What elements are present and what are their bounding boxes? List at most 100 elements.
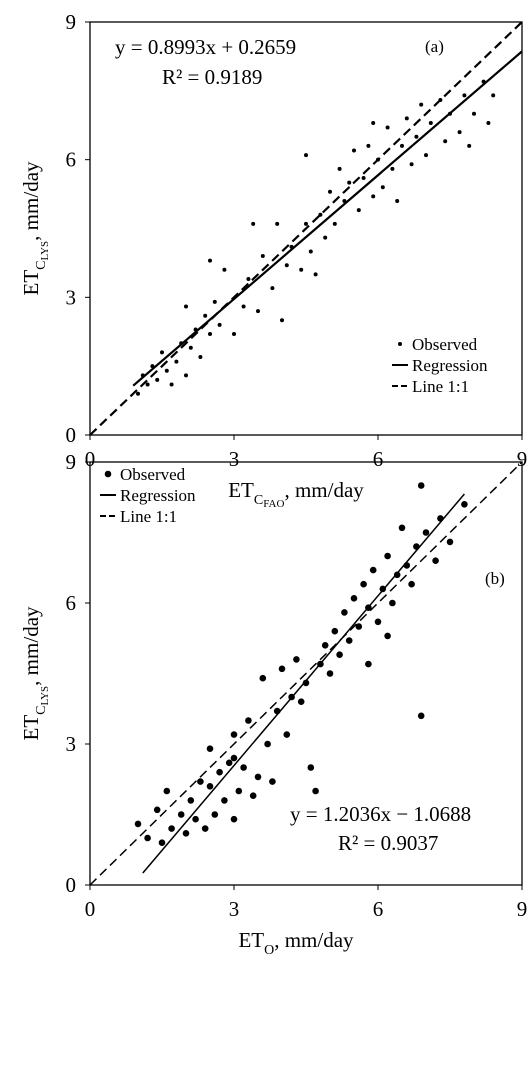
y-axis-title: ETCLYS, mm/day bbox=[19, 161, 51, 296]
data-point bbox=[270, 286, 275, 291]
data-point bbox=[208, 332, 212, 337]
data-point bbox=[369, 566, 377, 574]
data-point bbox=[201, 825, 209, 832]
data-point bbox=[395, 198, 400, 203]
data-point bbox=[337, 166, 342, 171]
data-point bbox=[251, 221, 256, 226]
data-point bbox=[313, 272, 318, 277]
data-point bbox=[467, 143, 472, 148]
legend-label: Line 1:1 bbox=[412, 377, 469, 396]
legend-label: Regression bbox=[412, 356, 488, 375]
y-tick-label: 0 bbox=[66, 423, 77, 447]
data-point bbox=[408, 580, 415, 588]
data-point bbox=[384, 552, 391, 560]
data-point bbox=[280, 318, 284, 323]
label-subsub: LYS bbox=[39, 686, 51, 706]
data-point bbox=[486, 120, 491, 125]
data-point bbox=[249, 792, 257, 799]
y-tick-label: 9 bbox=[66, 450, 77, 474]
data-point bbox=[235, 787, 243, 795]
label-rest: , mm/day bbox=[284, 478, 364, 502]
data-point bbox=[217, 322, 222, 327]
y-tick-label: 3 bbox=[66, 285, 77, 309]
legend-marker bbox=[398, 342, 402, 346]
data-point bbox=[293, 656, 300, 663]
data-point bbox=[422, 529, 430, 536]
y-axis-title: ETCLYS, mm/day bbox=[19, 606, 51, 741]
data-point bbox=[318, 212, 323, 217]
data-point bbox=[275, 221, 280, 226]
data-point bbox=[145, 382, 150, 387]
data-point bbox=[371, 194, 376, 199]
data-point bbox=[211, 811, 219, 818]
data-point bbox=[153, 806, 161, 814]
data-point bbox=[222, 267, 227, 272]
data-point bbox=[308, 249, 313, 254]
data-point bbox=[134, 820, 142, 828]
data-point bbox=[182, 830, 190, 837]
x-tick-label: 3 bbox=[229, 447, 240, 471]
data-point bbox=[326, 670, 334, 677]
data-point bbox=[404, 116, 409, 121]
label-rest: , mm/day bbox=[19, 606, 43, 686]
x-axis-title: ETO, mm/day bbox=[238, 928, 354, 958]
data-point bbox=[203, 313, 208, 318]
line-series bbox=[89, 461, 523, 886]
x-tick-label: 6 bbox=[373, 447, 384, 471]
legend-marker bbox=[104, 470, 112, 478]
data-point bbox=[380, 185, 385, 190]
data-point bbox=[341, 609, 348, 616]
data-point bbox=[350, 595, 358, 602]
data-point bbox=[187, 797, 195, 804]
data-point bbox=[283, 731, 291, 738]
data-point bbox=[158, 839, 166, 846]
data-point bbox=[374, 618, 382, 626]
data-point bbox=[168, 825, 175, 832]
legend-label: Regression bbox=[120, 486, 196, 505]
data-point bbox=[254, 773, 262, 781]
data-point bbox=[174, 359, 179, 364]
label-sub: C bbox=[34, 706, 49, 715]
data-point bbox=[366, 143, 371, 148]
data-point bbox=[446, 538, 454, 546]
line-series bbox=[89, 21, 523, 436]
data-point bbox=[400, 143, 404, 148]
panel-label: (a) bbox=[425, 37, 444, 56]
data-point bbox=[462, 93, 467, 98]
data-point bbox=[264, 740, 271, 748]
label-subsub: LYS bbox=[39, 241, 51, 261]
data-point bbox=[136, 391, 140, 396]
r-squared: R² = 0.9037 bbox=[338, 831, 438, 855]
data-point bbox=[184, 373, 188, 378]
data-point bbox=[409, 162, 414, 167]
x-axis-title: ETCFAO, mm/day bbox=[228, 478, 364, 510]
data-point bbox=[385, 125, 390, 130]
data-point bbox=[284, 263, 289, 268]
data-point bbox=[260, 254, 265, 259]
data-point bbox=[240, 764, 247, 771]
data-point bbox=[393, 571, 401, 579]
data-point bbox=[443, 139, 448, 144]
data-point bbox=[198, 354, 203, 359]
data-point bbox=[428, 120, 433, 125]
data-point bbox=[177, 811, 185, 818]
data-point bbox=[398, 524, 406, 532]
data-point bbox=[144, 834, 151, 842]
data-point bbox=[356, 208, 361, 213]
data-point bbox=[245, 717, 252, 724]
data-point bbox=[355, 623, 363, 630]
y-tick-label: 0 bbox=[66, 873, 77, 897]
data-point bbox=[432, 557, 439, 564]
data-point bbox=[307, 764, 315, 771]
x-tick-label: 3 bbox=[229, 897, 240, 921]
panel-label: (b) bbox=[485, 569, 505, 588]
data-point bbox=[206, 783, 214, 790]
label-sub: C bbox=[34, 261, 49, 270]
data-point bbox=[331, 627, 339, 635]
label-base: ET bbox=[228, 478, 254, 502]
data-point bbox=[241, 304, 246, 309]
data-point bbox=[304, 221, 308, 226]
data-point bbox=[269, 778, 276, 785]
